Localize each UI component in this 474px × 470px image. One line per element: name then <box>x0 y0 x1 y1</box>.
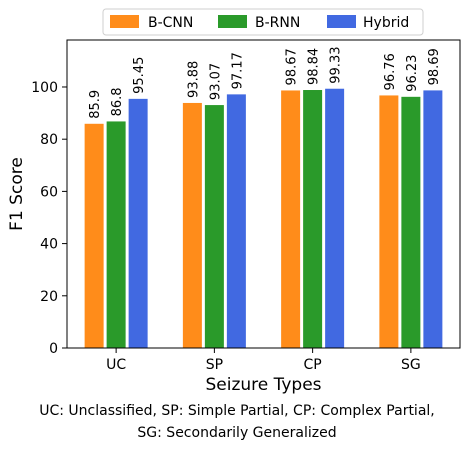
x-tick-label: CP <box>304 357 322 373</box>
bar <box>204 105 224 348</box>
bar <box>423 90 443 348</box>
y-tick-label: 60 <box>40 184 58 200</box>
bar <box>281 90 301 348</box>
bars <box>84 88 443 349</box>
x-axis: UC SP CP SG <box>106 348 421 373</box>
y-tick-label: 80 <box>40 132 58 148</box>
bar <box>182 102 202 348</box>
y-tick-label: 20 <box>40 289 58 305</box>
data-label: 96.23 <box>405 55 420 92</box>
legend-label: Hybrid <box>363 15 409 31</box>
data-label: 93.88 <box>186 61 201 98</box>
y-tick-label: 0 <box>49 341 58 357</box>
x-axis-label: Seizure Types <box>205 375 321 395</box>
caption-line-1: UC: Unclassified, SP: Simple Partial, CP… <box>39 403 435 419</box>
bar <box>128 98 148 349</box>
plot-frame <box>66 39 461 349</box>
chart: B-CNN B-RNN Hybrid 85.9 86.8 95.45 93.88 93.07… <box>7 8 461 395</box>
data-label: 93.07 <box>208 63 223 100</box>
bar <box>401 96 421 348</box>
bar <box>379 95 399 348</box>
legend: B-CNN B-RNN Hybrid <box>102 8 424 36</box>
legend-swatch <box>110 15 139 28</box>
x-tick-label: SG <box>401 357 421 373</box>
legend-label: B-RNN <box>255 15 300 31</box>
y-axis-label: F1 Score <box>7 157 27 231</box>
bar <box>226 94 246 348</box>
data-label: 95.45 <box>132 57 147 94</box>
data-label: 98.84 <box>307 48 322 85</box>
legend-swatch <box>327 15 356 28</box>
y-axis: 0 20 40 60 80 100 <box>31 80 67 357</box>
x-tick-label: UC <box>106 357 126 373</box>
bar-labels: 85.9 86.8 95.45 93.88 93.07 97.17 98.67 98.84 99… <box>88 47 442 119</box>
data-label: 97.17 <box>230 52 245 89</box>
data-label: 98.69 <box>427 48 442 85</box>
bar <box>84 123 104 348</box>
data-label: 85.9 <box>88 90 103 119</box>
bar <box>106 121 126 348</box>
bar <box>303 90 323 348</box>
data-label: 98.67 <box>285 48 300 85</box>
legend-swatch <box>218 15 247 28</box>
data-label: 86.8 <box>110 87 125 116</box>
x-tick-label: SP <box>206 357 223 373</box>
data-label: 96.76 <box>383 53 398 90</box>
legend-label: B-CNN <box>148 15 193 31</box>
y-tick-label: 100 <box>31 80 58 96</box>
bar <box>325 88 345 348</box>
caption-line-2: SG: Secondarily Generalized <box>137 425 337 441</box>
y-tick-label: 40 <box>40 237 58 253</box>
data-label: 99.33 <box>329 47 344 84</box>
